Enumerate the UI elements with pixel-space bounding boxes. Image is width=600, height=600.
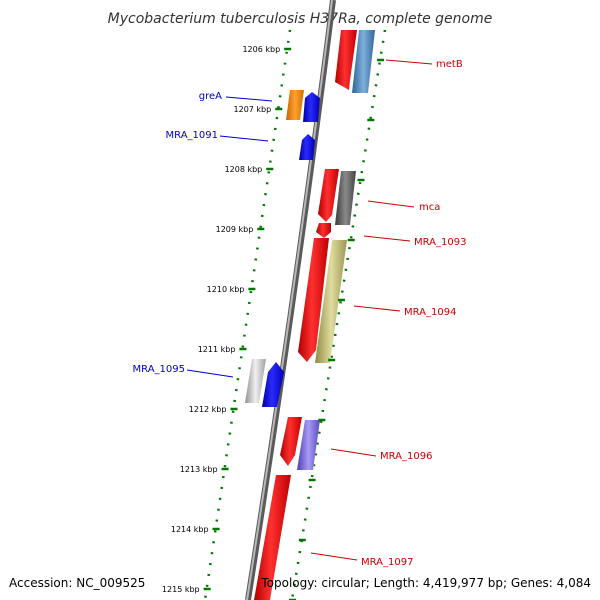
gene-greA-cog <box>286 90 304 120</box>
kbp-tick-label: 1206 kbp <box>242 45 280 54</box>
gene-label-MRA_1091: MRA_1091 <box>166 130 218 141</box>
gene-MRA_1094-cog <box>315 240 347 363</box>
map-title: Mycobacterium tuberculosis H37Ra, comple… <box>108 11 493 27</box>
gene-label-metB: metB <box>436 59 463 70</box>
gene-features <box>245 30 375 600</box>
kbp-tick-label: 1209 kbp <box>216 225 254 234</box>
genome-backbone <box>245 0 336 600</box>
kbp-tick-label: 1208 kbp <box>225 165 263 174</box>
gene-MRA_1093-arrow <box>316 223 331 238</box>
accession-text: Accession: NC_009525 <box>9 576 145 590</box>
gene-MRA_1097-arrow <box>254 475 291 600</box>
gene-label-MRA_1093: MRA_1093 <box>414 237 466 248</box>
kbp-ticks: 1206 kbp 1207 kbp 1208 kbp 1209 kbp 1210 kbp… <box>162 45 385 600</box>
label-line-MRA_1097 <box>310 552 358 561</box>
label-line-MRA_1094 <box>353 305 401 312</box>
kbp-tick-label: 1213 kbp <box>180 465 218 474</box>
gene-greA-arrow <box>303 92 320 122</box>
kbp-tick-label: 1211 kbp <box>198 345 236 354</box>
kbp-tick-label: 1214 kbp <box>171 525 209 534</box>
gene-label-greA: greA <box>199 91 222 102</box>
kbp-tick-label: 1207 kbp <box>234 105 272 114</box>
gene-MRA_1095-arrow <box>262 362 284 407</box>
label-line-greA <box>225 96 273 102</box>
kbp-tick-label: 1215 kbp <box>162 585 200 594</box>
label-line-MRA_1095 <box>186 369 234 378</box>
kbp-tick-label: 1212 kbp <box>189 405 227 414</box>
label-line-metB <box>385 59 433 65</box>
label-line-MRA_1091 <box>219 135 269 142</box>
gene-label-MRA_1096: MRA_1096 <box>380 451 432 462</box>
gene-metB-arrow <box>335 30 357 90</box>
gene-label-MRA_1097: MRA_1097 <box>361 557 413 568</box>
gene-MRA_1096-arrow <box>280 417 302 466</box>
gene-label-MRA_1094: MRA_1094 <box>404 307 456 318</box>
gene-MRA_1095-cog <box>245 359 266 403</box>
topology-text: Topology: circular; Length: 4,419,977 bp… <box>260 576 591 590</box>
gene-mca-arrow <box>318 169 339 222</box>
gene-label-mca: mca <box>419 202 440 213</box>
gene-labels: metB greA MRA_1091 mca MRA_1093 MRA_1094… <box>133 59 467 568</box>
gene-label-MRA_1095: MRA_1095 <box>133 364 185 375</box>
gene-MRA_1091-arrow <box>299 134 315 160</box>
gene-mca-cog <box>335 171 356 225</box>
kbp-tick-label: 1210 kbp <box>207 285 245 294</box>
label-line-MRA_1096 <box>330 448 377 457</box>
gene-metB-cog <box>352 30 375 93</box>
gene-MRA_1096-cog <box>297 420 320 470</box>
gene-MRA_1094-arrow <box>298 238 329 362</box>
label-line-MRA_1093 <box>363 235 411 242</box>
label-line-mca <box>367 200 415 208</box>
